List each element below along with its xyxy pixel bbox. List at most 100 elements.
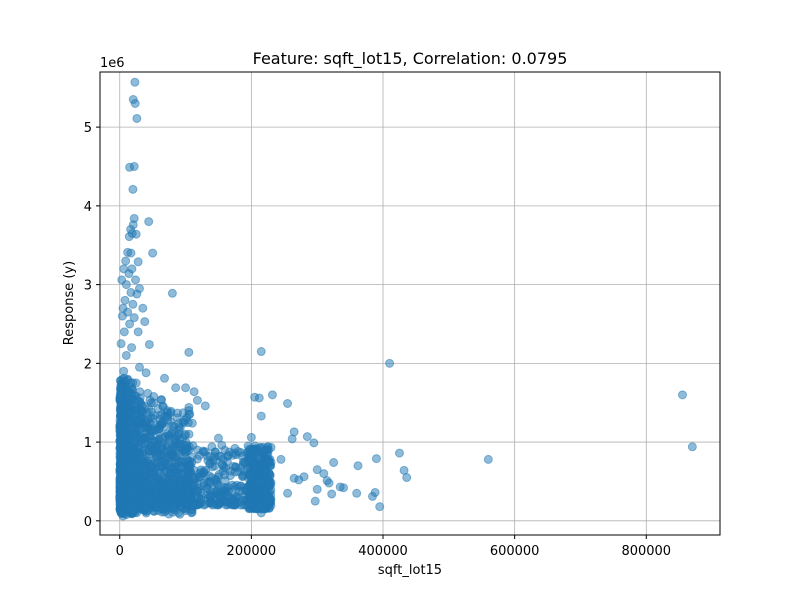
data-point	[212, 486, 222, 496]
data-point	[283, 399, 293, 409]
data-point	[194, 469, 204, 479]
data-point	[262, 450, 272, 460]
data-point	[324, 478, 334, 488]
data-point	[229, 495, 239, 505]
x-axis-label: sqft_lot15	[378, 563, 442, 578]
data-point	[148, 248, 158, 258]
data-point	[130, 77, 140, 87]
data-point	[353, 461, 363, 471]
data-point	[132, 113, 142, 123]
data-point	[129, 313, 139, 323]
data-point	[166, 487, 176, 497]
data-point	[198, 446, 208, 456]
data-point	[261, 466, 271, 476]
data-point	[171, 383, 181, 393]
data-point	[339, 483, 349, 493]
data-point	[169, 502, 179, 512]
data-point	[151, 451, 161, 461]
data-point	[687, 442, 697, 452]
data-point	[119, 327, 129, 337]
data-point	[190, 478, 200, 488]
data-point	[178, 408, 188, 418]
data-points	[115, 77, 697, 521]
data-point	[221, 500, 231, 510]
data-point	[144, 494, 154, 504]
data-point	[132, 289, 142, 299]
data-point	[145, 395, 155, 405]
data-point	[165, 461, 175, 471]
data-point	[171, 494, 181, 504]
data-point	[402, 473, 412, 483]
y-tick-label: 0	[84, 515, 92, 530]
data-point	[267, 390, 277, 400]
data-point	[192, 395, 202, 405]
x-tick-label: 400000	[358, 544, 408, 559]
data-point	[154, 434, 164, 444]
data-point	[184, 429, 194, 439]
data-point	[171, 452, 181, 462]
data-point	[141, 368, 151, 378]
data-point	[128, 299, 138, 309]
y-axis-label: Response (y)	[62, 261, 77, 345]
data-point	[283, 488, 293, 498]
data-point	[236, 463, 246, 473]
data-point	[213, 433, 223, 443]
data-point	[236, 500, 246, 510]
data-point	[126, 248, 136, 258]
data-point	[319, 469, 329, 479]
data-point	[157, 410, 167, 420]
data-point	[127, 343, 137, 353]
data-point	[182, 447, 192, 457]
data-point	[181, 383, 191, 393]
data-point	[254, 499, 264, 509]
data-point	[223, 482, 233, 492]
data-point	[117, 439, 127, 449]
data-point	[302, 432, 312, 442]
data-point	[129, 442, 139, 452]
data-point	[178, 417, 188, 427]
data-point	[160, 373, 170, 383]
data-point	[256, 347, 266, 357]
data-point	[677, 390, 687, 400]
data-point	[127, 484, 137, 494]
data-point	[121, 350, 131, 360]
x-tick-label: 0	[116, 544, 124, 559]
data-point	[210, 452, 220, 462]
data-point	[138, 303, 148, 313]
data-point	[156, 395, 166, 405]
data-point	[185, 461, 195, 471]
data-point	[260, 504, 270, 514]
data-point	[254, 393, 264, 403]
data-point	[312, 465, 322, 475]
data-point	[200, 401, 210, 411]
data-point	[136, 399, 146, 409]
data-point	[129, 161, 139, 171]
data-point	[116, 381, 126, 391]
data-point	[119, 472, 129, 482]
data-point	[287, 434, 297, 444]
data-point	[163, 432, 173, 442]
plot-frame	[99, 71, 721, 536]
data-point	[124, 464, 134, 474]
data-point	[172, 413, 182, 423]
data-point	[120, 295, 130, 305]
data-point	[483, 454, 493, 464]
data-point	[116, 507, 126, 517]
data-point	[236, 481, 246, 491]
data-point	[266, 457, 276, 467]
chart-title: Feature: sqft_lot15, Correlation: 0.0795	[253, 49, 568, 69]
data-point	[212, 477, 222, 487]
data-point	[124, 269, 134, 279]
data-point	[117, 311, 127, 321]
data-point	[171, 434, 181, 444]
data-point	[164, 509, 174, 519]
data-point	[186, 508, 196, 518]
data-point	[189, 500, 199, 510]
data-point	[187, 418, 197, 428]
data-point	[385, 358, 395, 368]
data-point	[121, 280, 131, 290]
data-point	[172, 472, 182, 482]
data-point	[140, 477, 150, 487]
data-point	[122, 399, 132, 409]
